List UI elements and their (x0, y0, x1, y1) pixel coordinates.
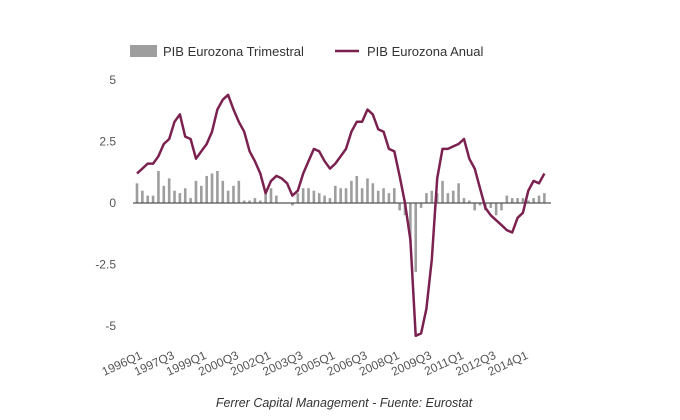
bar-2003Q3 (296, 193, 300, 203)
bar-2010Q2 (441, 180, 444, 203)
y-axis: 5 2.5 0 -2.5 -5 (95, 73, 116, 333)
bar-2002Q3 (275, 195, 278, 203)
bar-2007Q4 (387, 193, 391, 203)
bar-2008Q1 (392, 188, 396, 203)
bar-2012Q1 (478, 203, 482, 206)
bar-2007Q2 (376, 190, 380, 203)
bar-2008Q2 (398, 203, 401, 211)
line-series-anual (136, 93, 546, 338)
bar-2006Q3 (360, 188, 364, 203)
bar-1997Q3 (167, 178, 171, 203)
bar-2013Q1 (500, 203, 503, 211)
bar-2004Q2 (312, 190, 316, 203)
bar-2001Q2 (248, 200, 251, 203)
bar-2004Q3 (317, 193, 321, 203)
bar-2010Q3 (446, 193, 450, 203)
bar-2000Q3 (232, 185, 235, 203)
y-tick-label: -5 (105, 319, 116, 333)
bar-2013Q3 (510, 198, 514, 203)
bar-2011Q4 (473, 203, 476, 211)
bar-2011Q2 (462, 198, 466, 203)
bar-2010Q4 (451, 190, 455, 203)
bar-2003Q2 (291, 203, 294, 206)
bar-1996Q1 (135, 183, 139, 203)
footer-source: Ferrer Capital Management - Fuente: Euro… (216, 396, 473, 410)
bar-2002Q1 (264, 193, 267, 203)
bar-1998Q3 (189, 198, 192, 203)
y-tick-label: 0 (109, 196, 116, 210)
bar-2007Q3 (382, 188, 385, 203)
bar-1996Q2 (141, 190, 144, 203)
bar-2005Q4 (344, 188, 348, 203)
bar-1999Q4 (216, 171, 219, 203)
bar-1997Q4 (173, 190, 176, 203)
bar-2010Q1 (435, 193, 439, 203)
bar-1998Q2 (183, 188, 187, 203)
bar-2004Q4 (323, 195, 326, 203)
bar-2014Q4 (537, 195, 541, 203)
bar-2000Q4 (237, 180, 241, 203)
bar-2006Q1 (350, 180, 353, 203)
bar-2014Q3 (532, 198, 535, 203)
bar-2006Q2 (355, 175, 359, 203)
bar-1996Q4 (151, 195, 155, 203)
legend-label-trimestral: PIB Eurozona Trimestral (163, 44, 304, 59)
bar-2005Q2 (334, 185, 337, 203)
bar-series (135, 171, 546, 272)
bar-2009Q1 (414, 203, 418, 272)
bar-1997Q1 (157, 171, 160, 203)
bar-2011Q3 (468, 200, 471, 203)
bar-2004Q1 (307, 188, 310, 203)
bar-1998Q1 (178, 193, 182, 203)
bar-2014Q1 (521, 198, 525, 203)
bar-2000Q1 (221, 180, 225, 203)
bar-2006Q4 (366, 178, 369, 203)
bar-2008Q4 (409, 203, 412, 243)
bar-2002Q2 (269, 188, 273, 203)
bar-1997Q2 (162, 185, 166, 203)
bar-2009Q4 (430, 190, 434, 203)
bar-2000Q2 (226, 190, 230, 203)
bar-2001Q4 (258, 200, 262, 203)
bar-2001Q3 (253, 198, 257, 203)
bar-2012Q4 (494, 203, 498, 216)
bar-1998Q4 (194, 180, 198, 203)
legend-label-anual: PIB Eurozona Anual (367, 44, 483, 59)
bar-2013Q4 (516, 198, 519, 203)
bar-2005Q1 (328, 198, 332, 203)
bar-2005Q3 (339, 188, 342, 203)
y-tick-label: -2.5 (95, 258, 116, 272)
bar-2001Q1 (242, 200, 246, 203)
bar-2011Q1 (457, 183, 460, 203)
bar-1999Q3 (210, 173, 214, 203)
bar-2013Q2 (505, 195, 509, 203)
y-tick-label: 5 (109, 73, 116, 87)
y-tick-label: 2.5 (99, 135, 116, 149)
bar-1996Q3 (146, 195, 150, 203)
bar-2003Q4 (301, 188, 305, 203)
bar-2009Q3 (425, 193, 428, 203)
bar-2012Q3 (489, 203, 493, 208)
legend-swatch-bar (130, 45, 157, 57)
bar-1999Q1 (200, 185, 203, 203)
legend: PIB Eurozona Trimestral PIB Eurozona Anu… (130, 44, 483, 59)
x-axis: 1996Q11997Q31999Q12000Q32002Q12003Q32005… (100, 348, 531, 379)
bar-1999Q2 (205, 175, 208, 203)
bar-2007Q1 (371, 183, 375, 203)
bar-2014Q2 (526, 200, 530, 203)
bar-2009Q2 (419, 203, 423, 208)
bar-2015Q1 (543, 193, 546, 203)
